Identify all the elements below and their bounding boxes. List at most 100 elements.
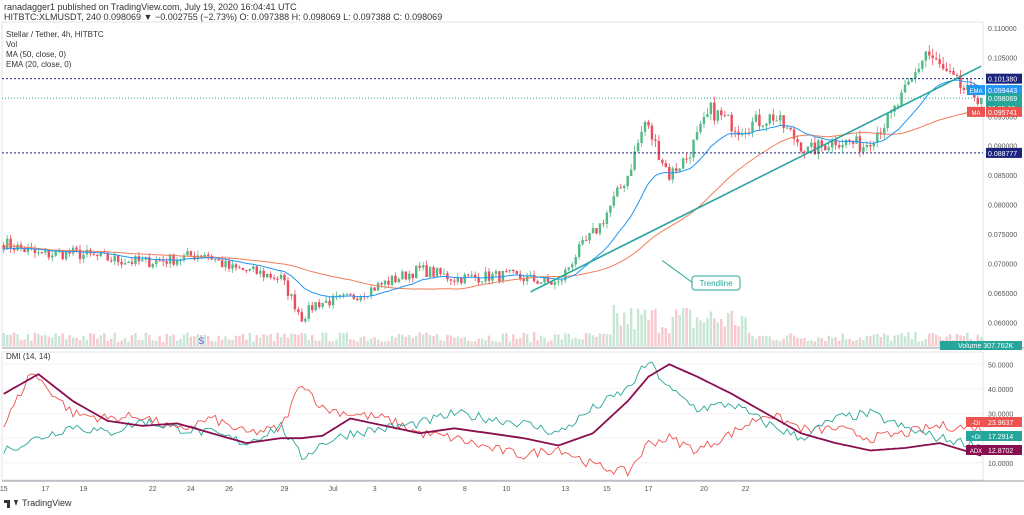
volume-bar <box>595 337 598 346</box>
volume-bar <box>806 340 810 346</box>
time-tick-label: 24 <box>187 486 195 493</box>
volume-bar <box>747 332 751 346</box>
candle-body <box>789 127 792 130</box>
candle-body <box>512 269 515 272</box>
volume-bar <box>61 333 64 346</box>
candle-body <box>272 277 276 279</box>
volume-bar <box>151 340 155 346</box>
candle-body <box>775 120 778 122</box>
volume-bar <box>730 310 733 346</box>
volume-bar <box>678 315 681 346</box>
candle-body <box>175 260 179 265</box>
volume-bar <box>813 341 817 346</box>
volume-bar <box>262 334 265 346</box>
candle-body <box>889 111 893 113</box>
dmi-pane <box>1 351 984 481</box>
candle-body <box>127 261 130 264</box>
volume-bar <box>709 311 713 346</box>
volume-bar <box>917 341 921 346</box>
annotation-pointer <box>662 260 698 287</box>
volume-bar <box>78 340 82 346</box>
volume-bar <box>19 339 23 346</box>
volume-bar <box>765 335 768 346</box>
time-tick-label: 29 <box>281 486 289 493</box>
volume-bar <box>532 332 536 346</box>
volume-bar <box>487 335 491 346</box>
volume-bar <box>352 340 356 346</box>
volume-bar <box>137 340 141 346</box>
candle-body <box>345 293 349 295</box>
candle-body <box>962 87 966 90</box>
candle-body <box>796 139 799 143</box>
dmi-tick-label: 50.0000 <box>988 362 1013 369</box>
candle-body <box>584 239 588 241</box>
volume-bar <box>844 339 848 346</box>
candle-body <box>227 261 231 269</box>
dmi-tag-bg <box>966 445 986 455</box>
candle-body <box>304 318 307 322</box>
volume-bar <box>733 325 737 346</box>
volume-bar <box>54 333 57 346</box>
candle-body <box>765 123 768 126</box>
candle-body <box>51 255 54 258</box>
volume-bar <box>934 334 938 346</box>
dmi-adx-line <box>3 363 982 457</box>
candle-body <box>654 139 657 141</box>
volume-bar <box>550 340 553 346</box>
candle-body <box>629 169 633 176</box>
candle-body <box>779 115 782 121</box>
candle-body <box>702 117 706 124</box>
dmi-value-bg <box>986 417 1022 427</box>
volume-bar <box>803 338 806 346</box>
candle-body <box>224 261 227 268</box>
volume-bar <box>276 332 279 346</box>
candle-body <box>342 294 345 296</box>
candle-body <box>279 274 283 279</box>
candle-body <box>924 51 928 61</box>
volume-bar <box>272 340 276 346</box>
candle-body <box>661 159 664 164</box>
volume-bar <box>158 335 161 346</box>
volume-bar <box>123 338 127 346</box>
candle-body <box>394 275 397 283</box>
volume-bar <box>279 336 283 346</box>
volume-bar <box>248 332 252 346</box>
candle-body <box>824 145 827 151</box>
volume-bar <box>865 335 869 346</box>
tradingview-logo-icon <box>4 500 18 508</box>
volume-bar <box>605 333 609 346</box>
candle-body <box>141 259 144 262</box>
candle-body <box>577 244 581 258</box>
candle-body <box>369 287 373 297</box>
dmi-value: 23.9637 <box>988 420 1013 427</box>
candle-body <box>733 131 737 133</box>
candle-body <box>706 114 709 118</box>
volume-bar <box>498 341 501 346</box>
volume-bar <box>491 340 494 346</box>
candle-body <box>699 123 702 133</box>
candle-body <box>477 277 480 283</box>
ema-value-bg <box>986 85 1022 96</box>
candle-body <box>463 274 466 284</box>
candle-body <box>855 136 858 144</box>
volume-bar <box>602 333 605 346</box>
candle-body <box>931 55 934 59</box>
dmi-value-bg <box>986 431 1022 441</box>
volume-bar <box>5 334 9 346</box>
candle-body <box>941 64 945 69</box>
volume-bar <box>356 341 359 346</box>
dmi-tag: +DI <box>971 435 981 441</box>
support-label: 0.088777 <box>988 151 1017 158</box>
candle-body <box>571 264 574 268</box>
annotation-box <box>691 275 741 291</box>
time-tick-label: 15 <box>0 486 8 493</box>
candle-body <box>283 274 286 281</box>
volume-bar <box>879 337 882 346</box>
candle-body <box>415 265 418 279</box>
footer-brand: TradingView <box>22 498 72 508</box>
volume-bar <box>283 333 286 346</box>
candle-body <box>314 302 317 311</box>
candle-body <box>380 283 383 285</box>
candle-body <box>324 300 328 303</box>
